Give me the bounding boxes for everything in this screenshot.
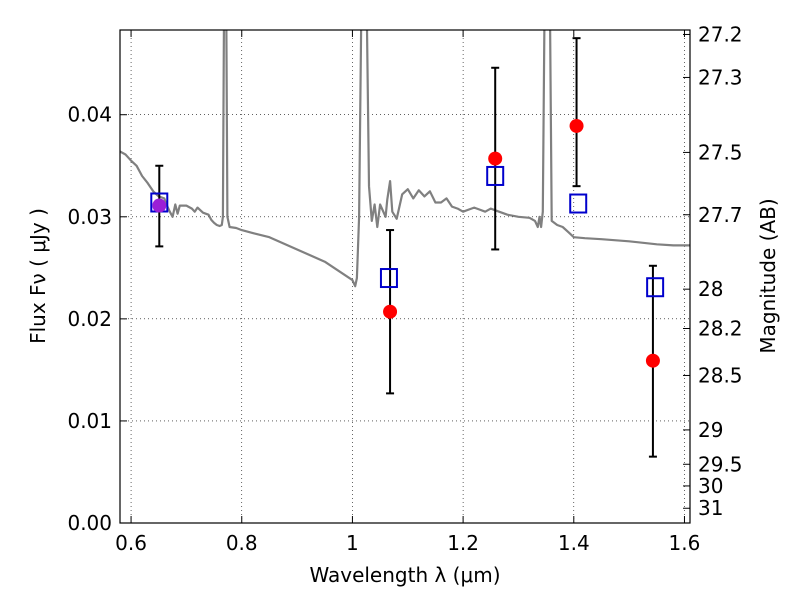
data-point-square [646, 277, 665, 298]
y-axis-label: Flux Fν ( μJy ) [26, 208, 50, 344]
right-tick-label: 29.5 [698, 452, 743, 476]
right-tick-label: 28.2 [698, 317, 743, 341]
errorbar-layer [155, 37, 657, 458]
x-axis-label: Wavelength λ (μm) [309, 563, 500, 587]
y-tick-label: 0.02 [67, 307, 112, 331]
square-marker-layer [150, 165, 665, 298]
spectrum-layer [120, 30, 690, 288]
data-point-square [569, 193, 588, 214]
data-point-circle [383, 304, 398, 319]
x-tick-label: 0.6 [115, 531, 147, 555]
right-tick-label: 27.2 [698, 22, 743, 46]
y-tick-label: 0.03 [67, 205, 112, 229]
x-axis-ticks: 0.6 0.8 1 1.2 1.4 1.6 [115, 30, 700, 555]
right-tick-label: 31 [698, 496, 723, 520]
data-point-circle [152, 198, 167, 213]
grid-lines [120, 30, 690, 524]
y-axis-ticks: 0.00 0.01 0.02 0.03 0.04 [67, 103, 127, 535]
right-tick-label: 27.7 [698, 203, 743, 227]
x-tick-label: 1.2 [447, 531, 479, 555]
x-tick-label: 1 [346, 531, 359, 555]
data-point-circle [488, 151, 503, 166]
right-tick-label: 29 [698, 418, 723, 442]
plot-frame [119, 29, 691, 524]
data-point-square [486, 165, 505, 186]
circle-marker-layer [152, 118, 660, 368]
right-tick-label: 27.3 [698, 65, 743, 89]
x-tick-label: 1.4 [558, 531, 590, 555]
y-tick-label: 0.04 [67, 103, 112, 127]
x-tick-label: 1.6 [669, 531, 701, 555]
spectrum-line [120, 30, 690, 288]
right-tick-label: 28 [698, 277, 723, 301]
right-axis-label: Magnitude (AB) [756, 198, 780, 353]
y-tick-label: 0.00 [67, 511, 112, 535]
data-point-circle [645, 353, 660, 368]
x-tick-label: 0.8 [226, 531, 258, 555]
data-point-circle [569, 118, 584, 133]
right-tick-label: 27.5 [698, 140, 743, 164]
y-tick-label: 0.01 [67, 409, 112, 433]
right-tick-label: 28.5 [698, 363, 743, 387]
right-tick-label: 30 [698, 474, 723, 498]
data-point-square [379, 268, 398, 289]
